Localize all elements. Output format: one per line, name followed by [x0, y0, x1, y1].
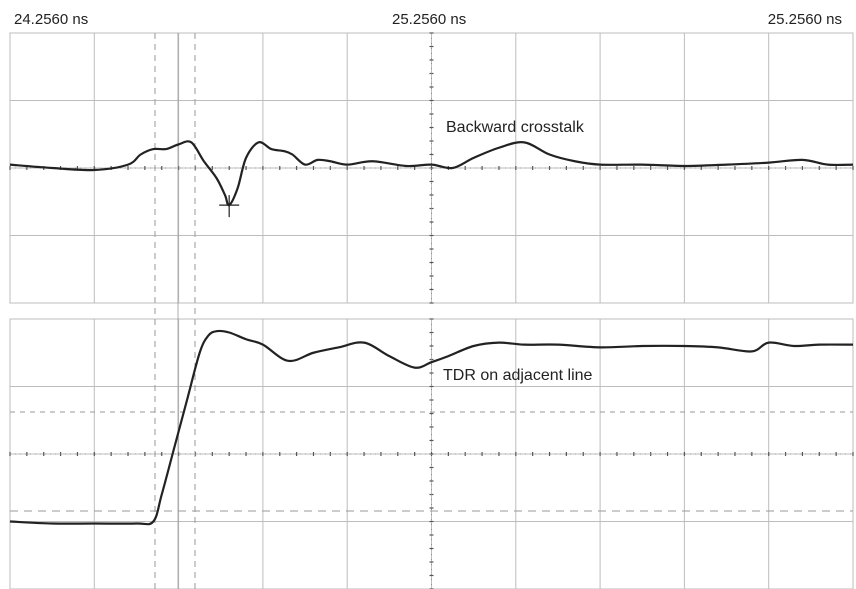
trace-backward-crosstalk [9, 140, 854, 207]
trace-annotation-tdr: TDR on adjacent line [443, 367, 593, 384]
time-label-right: 25.2560 ns [767, 11, 842, 28]
trace-annotation-backward-crosstalk: Backward crosstalk [446, 119, 584, 136]
time-label-center: 25.2560 ns [392, 11, 467, 28]
trace-tdr-adjacent-line [9, 329, 854, 526]
time-label-left: 24.2560 ns [14, 11, 89, 28]
